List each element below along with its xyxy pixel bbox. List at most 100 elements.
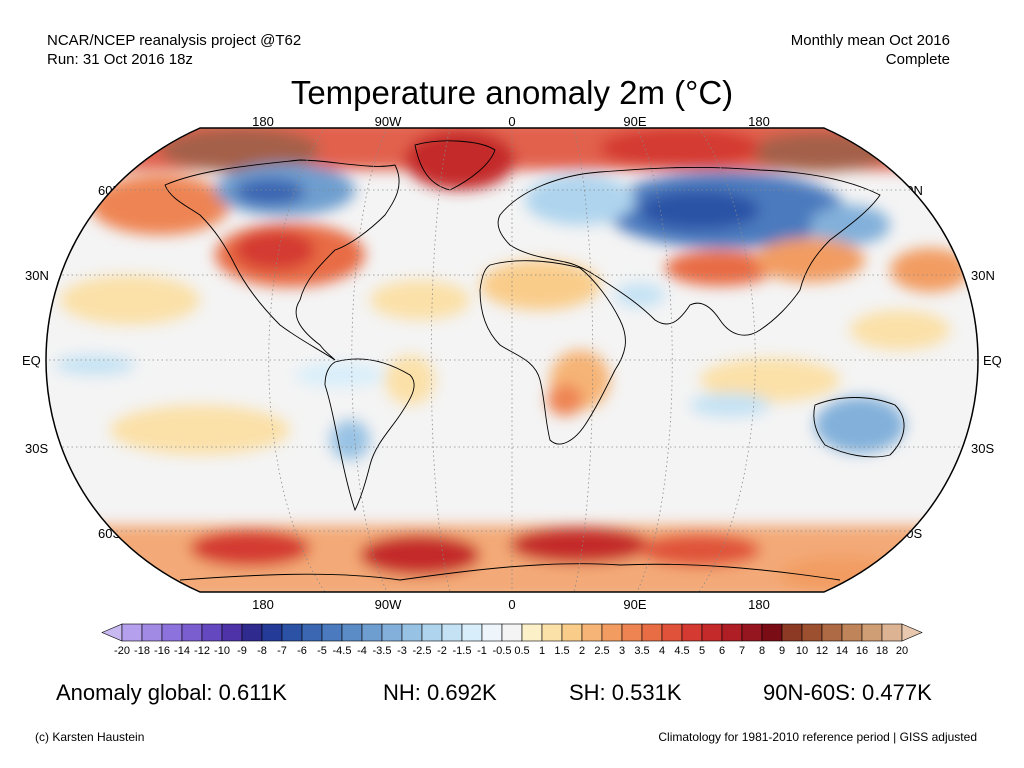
greenland-outline [414,140,496,191]
colorbar-min-triangle [101,623,123,642]
colorbar-swatch [821,623,843,642]
colorbar-swatch [521,623,543,642]
colorbar-tick-label: 14 [835,645,849,657]
colorbar-tick-label: -12 [194,645,210,657]
colorbar-tick-label: -18 [134,645,150,657]
colorbar-swatch [281,623,303,642]
colorbar-tick-label: -1.5 [452,645,472,657]
colorbar-tick-label: 1 [538,645,546,657]
colorbar-swatch [681,623,703,642]
colorbar-tick-label: -16 [154,645,170,657]
colorbar-swatch [721,623,743,642]
lon-label-top-90e: 90E [623,114,647,129]
colorbar-swatch [201,623,223,642]
colorbar-tick-label: -1 [477,645,487,657]
antarctica-outline [179,563,841,581]
colorbar-swatch [661,623,683,642]
footer-note: Climatology for 1981-2010 reference peri… [658,730,977,744]
colorbar-tick-label: -6 [297,645,307,657]
colorbar-swatch [441,623,463,642]
colorbar-swatch [761,623,783,642]
stat-polar: 90N-60S: 0.477K [763,680,932,705]
colorbar-swatch [581,623,603,642]
lon-label-bottom-0: 0 [508,597,516,612]
colorbar-tick-label: 7 [738,645,746,657]
colorbar-swatch [461,623,483,642]
status-line: Complete [885,51,950,68]
lon-label-bottom-180w: 180 [252,597,274,612]
colorbar-swatch [561,623,583,642]
colorbar-swatch [401,623,423,642]
south-america-outline [324,358,415,512]
lon-label-bottom-90w: 90W [374,597,402,612]
lon-label-top-180e: 180 [748,114,770,129]
header-source: NCAR/NCEP reanalysis project @T62 Run: 3… [47,31,301,69]
stat-nh: NH: 0.692K [383,680,497,705]
colorbar-swatch [621,623,643,642]
colorbar-tick-label: 12 [815,645,829,657]
colorbar-swatch [161,623,183,642]
colorbar-tick-label: 4 [658,645,666,657]
colorbar: -20 -18 -16 -14 -12 -10 -9 -8 -7 -6 -5 -4.5 -4 -3.5 -3… [100,623,924,663]
colorbar-swatch [861,623,883,642]
colorbar-ticks: -20 -18 -16 -14 -12 -10 -9 -8 -7 -6 -5 -4.5 -4 -3.5 -3… [100,645,924,661]
colorbar-swatch [801,623,823,642]
lon-label-top-0: 0 [508,114,516,129]
africa-outline [479,260,626,445]
lat-label-left-eq: EQ [22,353,41,368]
lon-label-bottom-90e: 90E [623,597,647,612]
map-title: Temperature anomaly 2m (°C) [290,74,734,111]
colorbar-swatch [261,623,283,642]
colorbar-tick-label: 2.5 [594,645,610,657]
stat-sh: SH: 0.531K [569,680,682,705]
colorbar-tick-label: 1.5 [554,645,570,657]
graticule [46,128,978,592]
colorbar-tick-label: 6 [718,645,726,657]
colorbar-tick-label: 2 [578,645,586,657]
source-line: NCAR/NCEP reanalysis project @T62 [47,32,302,49]
colorbar-swatch [641,623,663,642]
globe-border [45,127,979,593]
colorbar-tick-label: -2.5 [412,645,432,657]
colorbar-swatch [501,623,523,642]
colorbar-tick-label: -8 [257,645,267,657]
colorbar-max-triangle [901,623,923,642]
colorbar-tick-label: -0.5 [492,645,512,657]
lat-label-right-30s: 30S [971,441,995,456]
colorbar-swatch [321,623,343,642]
lon-label-top-180w: 180 [252,114,274,129]
colorbar-tick-label: -3 [397,645,407,657]
colorbar-tick-label: 10 [795,645,809,657]
colorbar-swatch [341,623,363,642]
colorbar-tick-label: 20 [895,645,909,657]
colorbar-swatch [781,623,803,642]
colorbar-tick-label: 3 [618,645,626,657]
stat-global: Anomaly global: 0.611K [56,680,287,705]
colorbar-swatch [421,623,443,642]
lon-label-top-90w: 90W [374,114,402,129]
colorbar-tick-label: 0.5 [514,645,530,657]
coastlines [164,140,905,581]
colorbar-tick-label: -9 [237,645,247,657]
colorbar-tick-label: -3.5 [372,645,392,657]
colorbar-swatch [361,623,383,642]
colorbar-swatch [221,623,243,642]
colorbar-tick-label: -5 [317,645,327,657]
colorbar-swatches [101,623,923,642]
colorbar-tick-label: 18 [875,645,889,657]
colorbar-tick-label: 8 [758,645,766,657]
colorbar-tick-label: -2 [437,645,447,657]
colorbar-swatch [881,623,903,642]
colorbar-swatch [541,623,563,642]
colorbar-swatch [141,623,163,642]
eurasia-outline [497,166,881,336]
colorbar-tick-label: 5 [698,645,706,657]
colorbar-tick-label: 3.5 [634,645,650,657]
anomaly-field [46,128,978,592]
australia-outline [813,397,905,458]
colorbar-swatch [701,623,723,642]
colorbar-swatch [241,623,263,642]
colorbar-swatch [381,623,403,642]
colorbar-swatch [481,623,503,642]
